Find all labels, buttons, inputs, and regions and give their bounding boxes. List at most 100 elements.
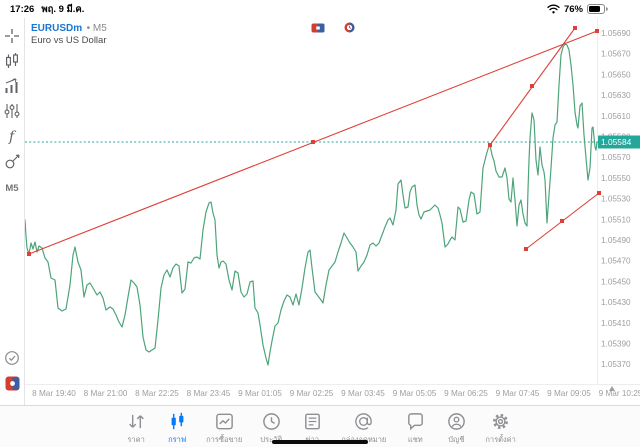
price-axis-label: 1.05670: [601, 50, 631, 59]
clock-history-icon: [262, 413, 280, 430]
gear-icon: [493, 414, 509, 429]
nav-item-quotes[interactable]: ราคา: [124, 411, 148, 446]
sync-status-button[interactable]: [0, 346, 24, 370]
nav-item-chart[interactable]: กราฟ: [165, 411, 189, 446]
wifi-icon: [547, 4, 560, 14]
chat-bubble-icon: [407, 413, 423, 431]
current-bar-marker: [609, 386, 615, 391]
time-axis-label: 8 Mar 21:00: [84, 389, 128, 398]
functions-icon: f: [8, 129, 17, 145]
price-axis-label: 1.05490: [601, 236, 631, 245]
price-axis-label: 1.05510: [601, 215, 631, 224]
time-axis-label: 9 Mar 09:05: [547, 389, 591, 398]
nav-item-settings[interactable]: การตั้งค่า: [485, 411, 516, 446]
time-axis-label: 9 Mar 03:45: [341, 389, 385, 398]
price-axis-label: 1.05370: [601, 360, 631, 369]
price-axis-label: 1.05390: [601, 340, 631, 349]
trendline-handle[interactable]: [27, 252, 31, 256]
time-axis-label: 9 Mar 06:25: [444, 389, 488, 398]
nav-item-history[interactable]: ประวัติ: [259, 411, 283, 446]
nav-label-settings: การตั้งค่า: [485, 435, 516, 444]
volumes-icon: [5, 78, 18, 93]
timeframe-button[interactable]: M5: [0, 174, 24, 198]
trendline-handle[interactable]: [573, 26, 577, 30]
price-axis-label: 1.05530: [601, 195, 631, 204]
chart-side-toolbar: f M5: [0, 18, 25, 405]
time-axis-label: 9 Mar 07:45: [496, 389, 540, 398]
nav-item-news[interactable]: ข่าว: [300, 411, 324, 446]
nav-item-mailbox[interactable]: กล่องจดหมาย: [341, 411, 386, 446]
time-axis-label: 8 Mar 19:40: [32, 389, 76, 398]
trendline-handle[interactable]: [530, 84, 534, 88]
time-axis-label: 8 Mar 22:25: [135, 389, 179, 398]
home-indicator[interactable]: [272, 440, 368, 444]
trendline-handle[interactable]: [595, 29, 599, 33]
nav-item-trade[interactable]: การซื้อขาย: [206, 411, 242, 446]
objects-icon: [5, 154, 20, 169]
nav-label-chat: แชท: [407, 435, 423, 444]
at-sign-icon: [355, 413, 373, 430]
svg-text:f: f: [8, 129, 17, 145]
price-axis-label: 1.05470: [601, 257, 631, 266]
crosshair-icon: [5, 29, 19, 43]
battery-icon: [587, 4, 608, 14]
timeframe-label: M5: [5, 182, 19, 194]
time-axis-label: 9 Mar 05:05: [393, 389, 437, 398]
candlestick-style-icon: [5, 53, 19, 68]
price-chart[interactable]: 1.05690 1.05670 1.05650 1.05630 1.05610 1.055…: [25, 18, 640, 405]
candlestick-chart-icon: [171, 412, 184, 430]
indicators-icon: [4, 104, 20, 118]
battery-percent: 76%: [563, 3, 583, 15]
objects-button[interactable]: [0, 149, 24, 173]
person-circle-icon: [447, 413, 465, 430]
red-blue-square-icon: [5, 376, 19, 390]
volumes-button[interactable]: [0, 74, 24, 98]
price-line: [25, 43, 598, 366]
status-time: 17:26: [10, 3, 35, 15]
calendar-flag-icon[interactable]: [311, 23, 325, 33]
nav-item-account[interactable]: บัญชี: [444, 411, 468, 446]
arrows-up-down-icon: [128, 414, 144, 429]
nav-label-trade: การซื้อขาย: [206, 435, 243, 444]
market-badge-button[interactable]: [0, 371, 24, 395]
clock-check-icon: [5, 351, 19, 365]
trendline-handle[interactable]: [524, 247, 528, 251]
calendar-events: [311, 22, 355, 33]
price-axis-label: 1.05450: [601, 277, 631, 286]
nav-label-news-history: ประวัติ: [260, 435, 283, 444]
functions-button[interactable]: f: [0, 124, 24, 148]
current-price-badge: [598, 135, 640, 149]
calendar-clock-icon[interactable]: [344, 22, 355, 33]
nav-label-account: บัญชี: [448, 435, 465, 444]
chart-style-button[interactable]: [0, 49, 24, 73]
price-axis-label: 1.05610: [601, 112, 631, 121]
news-icon: [304, 413, 320, 430]
time-axis-label: 9 Mar 10:25: [599, 389, 640, 398]
nav-item-chat[interactable]: แชท: [403, 411, 427, 446]
trendline-handle[interactable]: [597, 191, 601, 195]
trendline-handle[interactable]: [311, 140, 315, 144]
time-axis-label: 8 Mar 23:45: [187, 389, 231, 398]
trendline-handle[interactable]: [488, 143, 492, 147]
trade-panel-icon: [215, 413, 233, 430]
price-axis-label: 1.05430: [601, 298, 631, 307]
nav-label-mailbox: กล่องจดหมาย: [341, 434, 386, 446]
price-axis-label: 1.05570: [601, 153, 631, 162]
status-date: พฤ. 9 มี.ค.: [41, 3, 85, 15]
time-axis-label: 9 Mar 01:05: [238, 389, 282, 398]
nav-label-chart: กราฟ: [168, 435, 187, 444]
price-axis-label: 1.05690: [601, 29, 631, 38]
crosshair-button[interactable]: [0, 24, 24, 48]
price-axis-label: 1.05650: [601, 70, 631, 79]
current-price-value: 1.05584: [601, 137, 632, 147]
indicators-button[interactable]: [0, 99, 24, 123]
chart-canvas[interactable]: 1.05690 1.05670 1.05650 1.05630 1.05610 1.055…: [25, 18, 640, 405]
status-bar: 17:26 พฤ. 9 มี.ค. 76%: [0, 0, 640, 18]
nav-label-news: ข่าว: [305, 434, 319, 446]
trendline-handle[interactable]: [560, 219, 564, 223]
price-axis-label: 1.05410: [601, 319, 631, 328]
time-axis-label: 9 Mar 02:25: [290, 389, 334, 398]
price-axis-label: 1.05630: [601, 91, 631, 100]
price-axis-label: 1.05550: [601, 174, 631, 183]
